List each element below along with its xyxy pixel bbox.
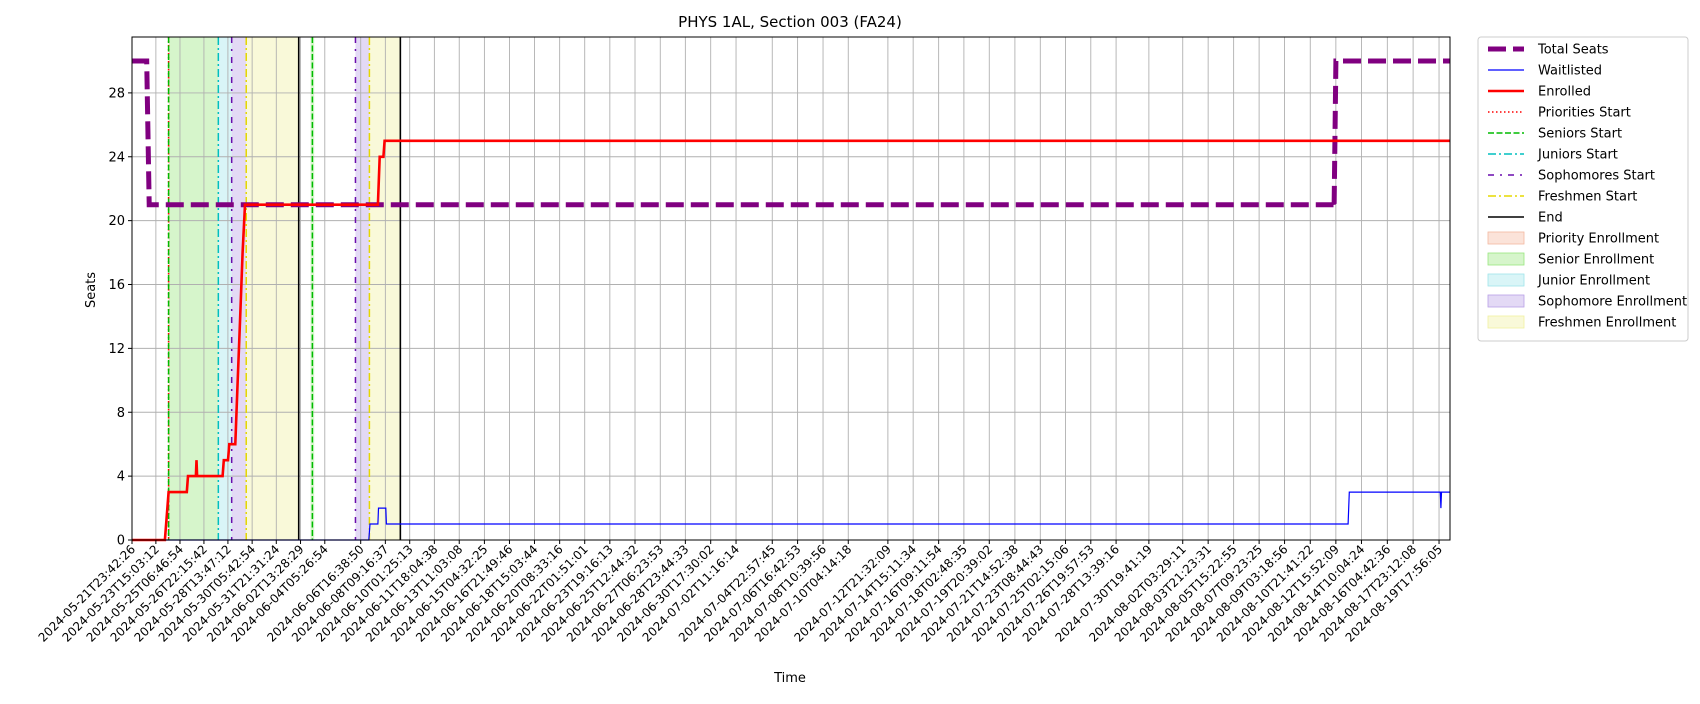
y-tick-label-3: 12 [108,342,125,357]
plot-area: 04812162024282024-05-21T23:42:262024-05-… [36,36,1451,645]
chart-title: PHYS 1AL, Section 003 (FA24) [678,13,902,31]
legend-label-2: Enrolled [1538,85,1591,100]
y-axis-label: Seats [84,272,99,308]
legend-label-0: Total Seats [1537,43,1609,58]
legend-label-13: Freshmen Enrollment [1538,316,1676,331]
legend-box [1477,36,1689,342]
series-0 [132,58,1450,209]
y-tick-label-6: 24 [108,150,125,165]
plot-frame [131,36,1451,541]
legend-label-5: Juniors Start [1537,148,1618,163]
legend-swatch-10 [1487,252,1525,266]
y-tick-label-1: 4 [117,470,125,485]
y-tick-label-2: 8 [117,406,125,421]
y-tick-label-5: 20 [108,214,125,229]
series-2 [132,139,1450,542]
legend-label-3: Priorities Start [1538,106,1631,121]
legend-label-7: Freshmen Start [1538,190,1637,205]
legend-label-8: End [1538,211,1563,226]
region-6 [246,37,299,540]
x-axis-label: Time [773,671,806,686]
y-tick-label-7: 28 [108,86,125,101]
region-4 [231,37,247,540]
y-tick-label-4: 16 [108,278,125,293]
legend-label-6: Sophomores Start [1538,169,1655,184]
legend-swatch-12 [1487,294,1525,308]
legend-swatch-11 [1487,273,1525,287]
legend-swatch-9 [1487,231,1525,245]
legend-label-11: Junior Enrollment [1537,274,1650,289]
y-tick-label-0: 0 [117,534,125,549]
legend-label-1: Waitlisted [1538,64,1602,79]
legend-label-10: Senior Enrollment [1538,253,1654,268]
legend-label-4: Seniors Start [1538,127,1622,142]
legend-label-12: Sophomore Enrollment [1538,295,1687,310]
region-1 [168,37,219,540]
series-1 [132,491,1450,541]
region-5 [355,37,370,540]
legend-swatch-13 [1487,315,1525,329]
region-7 [369,37,401,540]
region-3 [218,37,232,540]
legend: Total Seats Waitlisted Enrolled Priorities … [1477,36,1689,342]
legend-label-9: Priority Enrollment [1538,232,1659,247]
